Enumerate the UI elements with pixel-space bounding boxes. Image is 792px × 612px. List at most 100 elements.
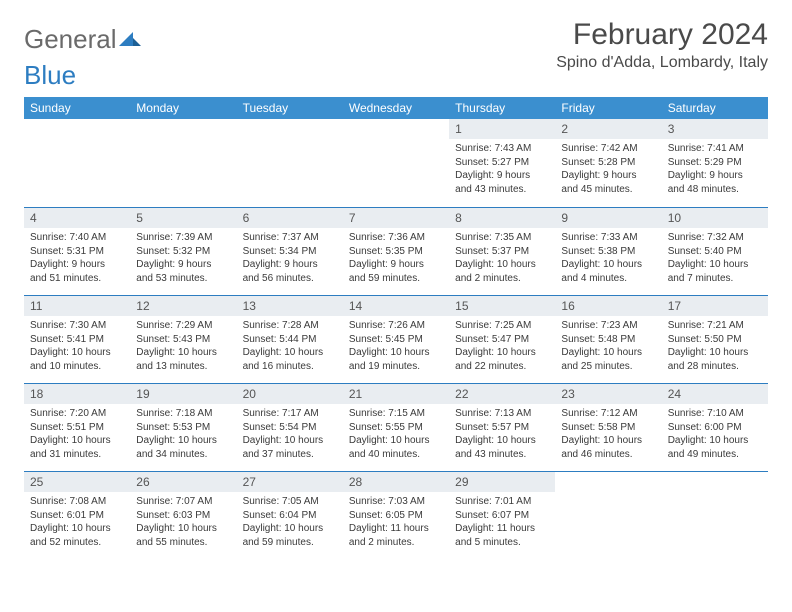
daylight-line: Daylight: 9 hours and 51 minutes.: [30, 258, 124, 285]
sunset-line: Sunset: 5:55 PM: [349, 421, 443, 435]
sunset-line: Sunset: 5:35 PM: [349, 245, 443, 259]
calendar-day-empty: [555, 471, 661, 559]
sunrise-line: Sunrise: 7:18 AM: [136, 407, 230, 421]
day-details: Sunrise: 7:10 AMSunset: 6:00 PMDaylight:…: [662, 404, 768, 467]
day-number: 7: [343, 208, 449, 228]
sunset-line: Sunset: 5:43 PM: [136, 333, 230, 347]
day-number: 9: [555, 208, 661, 228]
sunset-line: Sunset: 5:47 PM: [455, 333, 549, 347]
day-details: Sunrise: 7:17 AMSunset: 5:54 PMDaylight:…: [237, 404, 343, 467]
daylight-line: Daylight: 9 hours and 59 minutes.: [349, 258, 443, 285]
sunset-line: Sunset: 6:01 PM: [30, 509, 124, 523]
daylight-line: Daylight: 10 hours and 10 minutes.: [30, 346, 124, 373]
sunrise-line: Sunrise: 7:36 AM: [349, 231, 443, 245]
daylight-line: Daylight: 9 hours and 45 minutes.: [561, 169, 655, 196]
month-title: February 2024: [556, 18, 768, 52]
calendar-day: 24Sunrise: 7:10 AMSunset: 6:00 PMDayligh…: [662, 383, 768, 471]
calendar-week: 25Sunrise: 7:08 AMSunset: 6:01 PMDayligh…: [24, 471, 768, 559]
sunset-line: Sunset: 5:38 PM: [561, 245, 655, 259]
sunset-line: Sunset: 6:04 PM: [243, 509, 337, 523]
calendar-day: 29Sunrise: 7:01 AMSunset: 6:07 PMDayligh…: [449, 471, 555, 559]
calendar-day: 16Sunrise: 7:23 AMSunset: 5:48 PMDayligh…: [555, 295, 661, 383]
sunrise-line: Sunrise: 7:23 AM: [561, 319, 655, 333]
weekday-header: Wednesday: [343, 97, 449, 119]
calendar-day: 10Sunrise: 7:32 AMSunset: 5:40 PMDayligh…: [662, 207, 768, 295]
sunrise-line: Sunrise: 7:01 AM: [455, 495, 549, 509]
day-number: 6: [237, 208, 343, 228]
logo: General: [24, 18, 141, 55]
sunrise-line: Sunrise: 7:41 AM: [668, 142, 762, 156]
weekday-header: Monday: [130, 97, 236, 119]
day-details: Sunrise: 7:12 AMSunset: 5:58 PMDaylight:…: [555, 404, 661, 467]
sunset-line: Sunset: 6:05 PM: [349, 509, 443, 523]
daylight-line: Daylight: 10 hours and 7 minutes.: [668, 258, 762, 285]
calendar-day-empty: [662, 471, 768, 559]
daylight-line: Daylight: 10 hours and 13 minutes.: [136, 346, 230, 373]
day-details: Sunrise: 7:37 AMSunset: 5:34 PMDaylight:…: [237, 228, 343, 291]
day-number: 16: [555, 296, 661, 316]
day-details: Sunrise: 7:03 AMSunset: 6:05 PMDaylight:…: [343, 492, 449, 555]
weekday-header: Sunday: [24, 97, 130, 119]
sunrise-line: Sunrise: 7:42 AM: [561, 142, 655, 156]
sunrise-line: Sunrise: 7:15 AM: [349, 407, 443, 421]
day-details: Sunrise: 7:43 AMSunset: 5:27 PMDaylight:…: [449, 139, 555, 202]
calendar-day-empty: [343, 119, 449, 207]
day-details: Sunrise: 7:18 AMSunset: 5:53 PMDaylight:…: [130, 404, 236, 467]
day-details: Sunrise: 7:15 AMSunset: 5:55 PMDaylight:…: [343, 404, 449, 467]
weekday-header: Friday: [555, 97, 661, 119]
sunrise-line: Sunrise: 7:35 AM: [455, 231, 549, 245]
calendar-day: 15Sunrise: 7:25 AMSunset: 5:47 PMDayligh…: [449, 295, 555, 383]
day-number: 4: [24, 208, 130, 228]
day-details: Sunrise: 7:28 AMSunset: 5:44 PMDaylight:…: [237, 316, 343, 379]
calendar-day: 17Sunrise: 7:21 AMSunset: 5:50 PMDayligh…: [662, 295, 768, 383]
sunset-line: Sunset: 5:31 PM: [30, 245, 124, 259]
daylight-line: Daylight: 9 hours and 53 minutes.: [136, 258, 230, 285]
sunset-line: Sunset: 5:28 PM: [561, 156, 655, 170]
location: Spino d'Adda, Lombardy, Italy: [556, 54, 768, 72]
day-number: 15: [449, 296, 555, 316]
daylight-line: Daylight: 9 hours and 56 minutes.: [243, 258, 337, 285]
day-number: 8: [449, 208, 555, 228]
logo-text-general: General: [24, 24, 117, 55]
sunrise-line: Sunrise: 7:05 AM: [243, 495, 337, 509]
day-details: Sunrise: 7:32 AMSunset: 5:40 PMDaylight:…: [662, 228, 768, 291]
weekday-header: Saturday: [662, 97, 768, 119]
day-number: 12: [130, 296, 236, 316]
calendar-day: 23Sunrise: 7:12 AMSunset: 5:58 PMDayligh…: [555, 383, 661, 471]
day-number: 27: [237, 472, 343, 492]
daylight-line: Daylight: 10 hours and 28 minutes.: [668, 346, 762, 373]
calendar-day: 25Sunrise: 7:08 AMSunset: 6:01 PMDayligh…: [24, 471, 130, 559]
sunset-line: Sunset: 6:00 PM: [668, 421, 762, 435]
day-number: 19: [130, 384, 236, 404]
daylight-line: Daylight: 10 hours and 55 minutes.: [136, 522, 230, 549]
sunrise-line: Sunrise: 7:20 AM: [30, 407, 124, 421]
sunset-line: Sunset: 5:32 PM: [136, 245, 230, 259]
sunset-line: Sunset: 5:48 PM: [561, 333, 655, 347]
sunset-line: Sunset: 6:07 PM: [455, 509, 549, 523]
day-number: 25: [24, 472, 130, 492]
day-details: Sunrise: 7:05 AMSunset: 6:04 PMDaylight:…: [237, 492, 343, 555]
calendar-day: 2Sunrise: 7:42 AMSunset: 5:28 PMDaylight…: [555, 119, 661, 207]
calendar-day: 22Sunrise: 7:13 AMSunset: 5:57 PMDayligh…: [449, 383, 555, 471]
sunrise-line: Sunrise: 7:32 AM: [668, 231, 762, 245]
day-details: Sunrise: 7:40 AMSunset: 5:31 PMDaylight:…: [24, 228, 130, 291]
daylight-line: Daylight: 10 hours and 16 minutes.: [243, 346, 337, 373]
day-details: Sunrise: 7:21 AMSunset: 5:50 PMDaylight:…: [662, 316, 768, 379]
day-number: 29: [449, 472, 555, 492]
day-details: Sunrise: 7:20 AMSunset: 5:51 PMDaylight:…: [24, 404, 130, 467]
calendar-week: 1Sunrise: 7:43 AMSunset: 5:27 PMDaylight…: [24, 119, 768, 207]
calendar-day: 27Sunrise: 7:05 AMSunset: 6:04 PMDayligh…: [237, 471, 343, 559]
calendar-day: 12Sunrise: 7:29 AMSunset: 5:43 PMDayligh…: [130, 295, 236, 383]
calendar-day: 5Sunrise: 7:39 AMSunset: 5:32 PMDaylight…: [130, 207, 236, 295]
sunset-line: Sunset: 5:54 PM: [243, 421, 337, 435]
day-number: 13: [237, 296, 343, 316]
calendar: SundayMondayTuesdayWednesdayThursdayFrid…: [24, 97, 768, 559]
sunrise-line: Sunrise: 7:03 AM: [349, 495, 443, 509]
sunrise-line: Sunrise: 7:12 AM: [561, 407, 655, 421]
daylight-line: Daylight: 10 hours and 59 minutes.: [243, 522, 337, 549]
day-details: Sunrise: 7:29 AMSunset: 5:43 PMDaylight:…: [130, 316, 236, 379]
day-number: 10: [662, 208, 768, 228]
calendar-day: 18Sunrise: 7:20 AMSunset: 5:51 PMDayligh…: [24, 383, 130, 471]
sunrise-line: Sunrise: 7:39 AM: [136, 231, 230, 245]
sunset-line: Sunset: 5:40 PM: [668, 245, 762, 259]
